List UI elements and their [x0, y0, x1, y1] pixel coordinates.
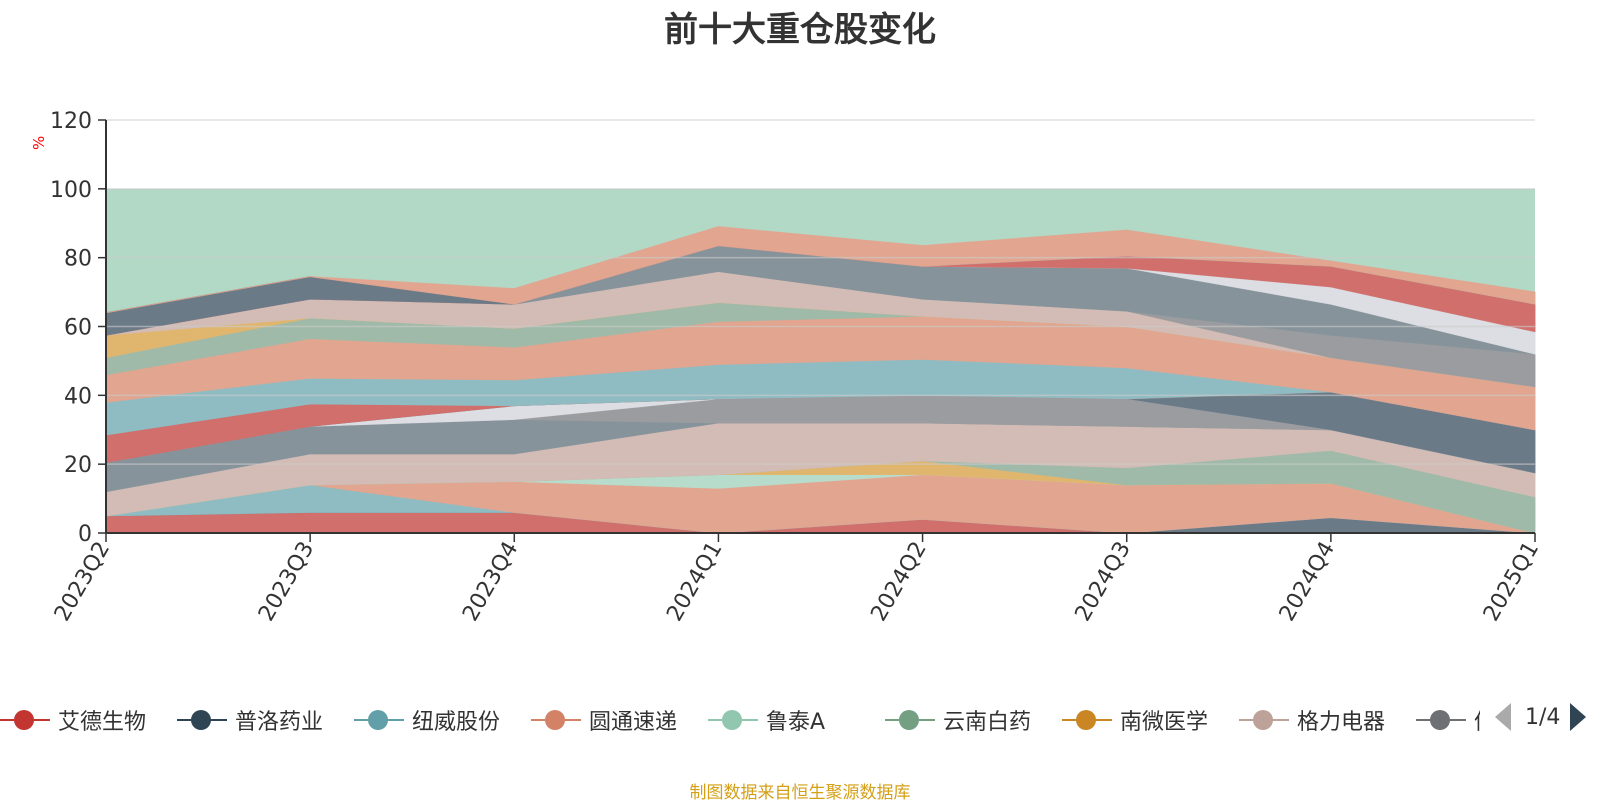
- legend-item-4[interactable]: 圆通速递: [531, 700, 677, 740]
- chart-title: 前十大重仓股变化: [664, 10, 936, 50]
- legend-marker-icon: [1062, 710, 1112, 730]
- legend-label: 云南白药: [943, 710, 1032, 735]
- legend-marker-icon: [177, 710, 227, 730]
- legend-prev-page-icon[interactable]: [1495, 703, 1511, 731]
- legend-item-7[interactable]: 南微医学: [1062, 700, 1208, 740]
- y-tick-label-60: 60: [64, 316, 92, 341]
- x-tick-label-2024Q4: 2024Q4: [1275, 538, 1340, 626]
- legend-marker-icon: [1416, 710, 1466, 730]
- legend-pager: 1/4: [1495, 703, 1587, 731]
- legend-item-6[interactable]: 云南白药: [885, 700, 1031, 740]
- y-tick-label-120: 120: [50, 109, 92, 134]
- legend: 艾德生物 普洛药业 纽威股份 圆通速递 鲁泰A 云南白药 南微医学 格力电器 仙坛: [0, 700, 1480, 740]
- legend-label: 格力电器: [1297, 710, 1386, 735]
- x-tick-label-2024Q3: 2024Q3: [1071, 538, 1136, 626]
- legend-label: 普洛药业: [235, 710, 324, 735]
- data-source-note: 制图数据来自恒生聚源数据库: [689, 783, 911, 803]
- x-tick-label-2025Q1: 2025Q1: [1479, 538, 1544, 626]
- x-tick-label-2023Q3: 2023Q3: [254, 538, 319, 626]
- legend-marker-icon: [708, 710, 758, 730]
- legend-item-9[interactable]: 仙坛: [1416, 700, 1480, 740]
- x-tick-label-2024Q2: 2024Q2: [866, 538, 931, 626]
- legend-label: 南微医学: [1120, 710, 1209, 735]
- y-tick-label-40: 40: [64, 384, 92, 409]
- legend-label: 纽威股份: [412, 710, 501, 735]
- x-tick-label-2023Q4: 2023Q4: [458, 538, 523, 626]
- x-tick-label-2023Q2: 2023Q2: [50, 538, 115, 626]
- legend-item-2[interactable]: 普洛药业: [177, 700, 323, 740]
- legend-item-1[interactable]: 艾德生物: [0, 700, 146, 740]
- legend-page-indicator: 1/4: [1525, 704, 1561, 730]
- legend-marker-icon: [885, 710, 935, 730]
- legend-marker-icon: [1239, 710, 1289, 730]
- y-tick-label-20: 20: [64, 453, 92, 478]
- legend-label: 仙坛: [1474, 704, 1480, 736]
- legend-item-5[interactable]: 鲁泰A: [708, 700, 825, 740]
- legend-label: 艾德生物: [58, 710, 147, 735]
- y-tick-label-0: 0: [78, 522, 92, 547]
- legend-label: 鲁泰A: [766, 710, 826, 735]
- legend-label: 圆通速递: [589, 710, 678, 735]
- legend-marker-icon: [531, 710, 581, 730]
- grid-lines-layer: [106, 119, 1535, 465]
- legend-item-8[interactable]: 格力电器: [1239, 700, 1385, 740]
- y-tick-label-100: 100: [50, 178, 92, 203]
- legend-next-page-icon[interactable]: [1570, 703, 1587, 731]
- y-axis-unit: %: [30, 135, 48, 150]
- legend-marker-icon: [0, 710, 50, 730]
- y-tick-label-80: 80: [64, 247, 92, 272]
- legend-item-3[interactable]: 纽威股份: [354, 700, 500, 740]
- legend-marker-icon: [354, 710, 404, 730]
- x-tick-label-2024Q1: 2024Q1: [662, 538, 727, 626]
